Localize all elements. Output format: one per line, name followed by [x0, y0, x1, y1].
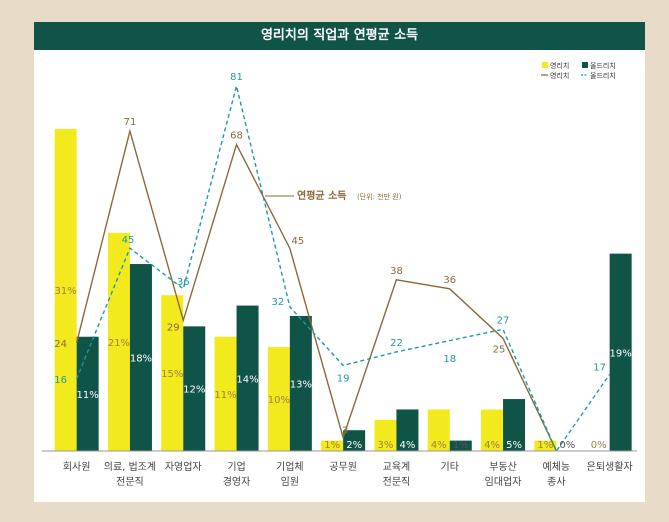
- line-label: 19: [337, 373, 350, 384]
- legend-label: 올드리치: [590, 61, 616, 70]
- line-label: 71: [124, 117, 137, 128]
- line-young: [75, 128, 558, 452]
- line-label: 18: [443, 354, 456, 365]
- x-tick-label: 전문직: [383, 476, 411, 488]
- bar-label: 14%: [236, 374, 258, 385]
- bar-young: [374, 419, 397, 451]
- line-label: 3: [342, 425, 348, 436]
- bar-old: [129, 264, 152, 451]
- bar-label: 4%: [431, 440, 447, 451]
- bar-label: 2%: [346, 440, 362, 451]
- legend-label: 영리치: [550, 71, 569, 80]
- line-label: 29: [167, 322, 180, 333]
- line-label: 36: [443, 275, 456, 286]
- bar-label: 18%: [130, 354, 152, 365]
- annotation-text: 연평균 소득: [297, 189, 346, 202]
- bar-label: 4%: [484, 440, 500, 451]
- lines-layer: [75, 85, 611, 453]
- x-tick-label: 전문직: [116, 476, 144, 488]
- bar-label: 11%: [214, 390, 236, 401]
- legend-swatch: [582, 62, 588, 68]
- bar-young: [534, 440, 557, 451]
- chart-card: 영리치의 직업과 연평균 소득 31% 21% 15% 11% 10% 1% 3% 4% 4% 1…: [34, 22, 645, 502]
- bar-label: 1%: [324, 440, 340, 451]
- x-tick-label: 기업: [227, 460, 245, 473]
- bar-label: 4%: [400, 440, 416, 451]
- annotation-subtext: (단위: 천만 원): [357, 192, 402, 201]
- line-label: 16: [54, 375, 67, 386]
- bar-label: 19%: [610, 348, 632, 359]
- bar-label: 1%: [453, 440, 469, 451]
- line-label: 22: [390, 338, 403, 349]
- bar-label: 31%: [55, 286, 77, 297]
- line-label: 81: [230, 72, 243, 83]
- x-tick-label: 기타: [441, 461, 459, 473]
- bar-label: 11%: [77, 390, 99, 401]
- bar-label: 0%: [559, 440, 575, 451]
- bar-label: 15%: [161, 369, 183, 380]
- bar-young: [214, 336, 237, 451]
- bar-label: 5%: [506, 440, 522, 451]
- bars-layer: [54, 129, 632, 451]
- x-tick-label: 교육계: [383, 461, 411, 473]
- bar-old: [236, 305, 259, 451]
- line-label: 24: [54, 339, 67, 350]
- bar-old: [396, 409, 419, 451]
- bar-label: 13%: [290, 379, 312, 390]
- x-tick-label: 회사원: [63, 461, 91, 473]
- bar-label: 10%: [268, 395, 290, 406]
- chart-svg: 31%21%15%11% 10%1% 3% 4% 4% 1% 0%11%18%12%14% 1…: [42, 61, 637, 488]
- x-tick-label: 기업체: [276, 460, 304, 473]
- bar-label: 21%: [108, 338, 130, 349]
- line-old: [75, 85, 611, 453]
- line-label: 32: [271, 297, 284, 308]
- x-tick-label: 의료, 법조계: [104, 461, 156, 473]
- bar-young: [321, 440, 344, 451]
- x-tick-label: 임원: [281, 475, 299, 488]
- bar-old: [183, 326, 206, 451]
- bar-old: [343, 430, 366, 451]
- bar-young: [481, 409, 504, 451]
- chart-title: 영리치의 직업과 연평균 소득: [34, 22, 645, 50]
- bar-old: [503, 399, 526, 451]
- line-label: 27: [497, 315, 510, 326]
- bar-old: [609, 253, 632, 451]
- line-label: 68: [230, 131, 243, 142]
- bar-old: [289, 315, 312, 451]
- line-label: 36: [177, 277, 190, 288]
- legend-label: 영리치: [550, 61, 569, 70]
- x-tick-label: 종사: [547, 476, 565, 488]
- line-label: 25: [493, 344, 506, 355]
- x-tick-label: 임대업자: [485, 475, 522, 488]
- legend-swatch: [542, 62, 548, 68]
- bar-label: 1%: [537, 440, 553, 451]
- bar-old: [449, 440, 472, 451]
- bar-label: 12%: [183, 385, 205, 396]
- bar-young: [427, 409, 450, 451]
- bar-young: [267, 347, 290, 451]
- x-tick-label: 부동산: [489, 461, 517, 473]
- line-label: 38: [390, 266, 403, 277]
- labels-layer: 31%21%15%11% 10%1% 3% 4% 4% 1% 0%11%18%12%14% 1…: [54, 72, 631, 451]
- x-tick-label: 경영자: [223, 475, 251, 488]
- line-label: 45: [122, 235, 135, 246]
- x-tick-label: 자영업자: [165, 460, 202, 473]
- x-tick-label: 은퇴생활자: [587, 460, 633, 473]
- line-label: 45: [291, 236, 304, 247]
- bar-young: [54, 129, 77, 451]
- bar-label: 0%: [591, 440, 607, 451]
- annotation: 연평균 소득 (단위: 천만 원): [265, 189, 402, 202]
- line-label: 17: [593, 362, 606, 373]
- legend-label: 올드리치: [590, 71, 616, 80]
- x-tick-label: 예체능: [543, 461, 571, 473]
- bar-label: 3%: [378, 440, 394, 451]
- x-tick-label: 공무원: [329, 461, 357, 473]
- bar-young: [161, 295, 184, 451]
